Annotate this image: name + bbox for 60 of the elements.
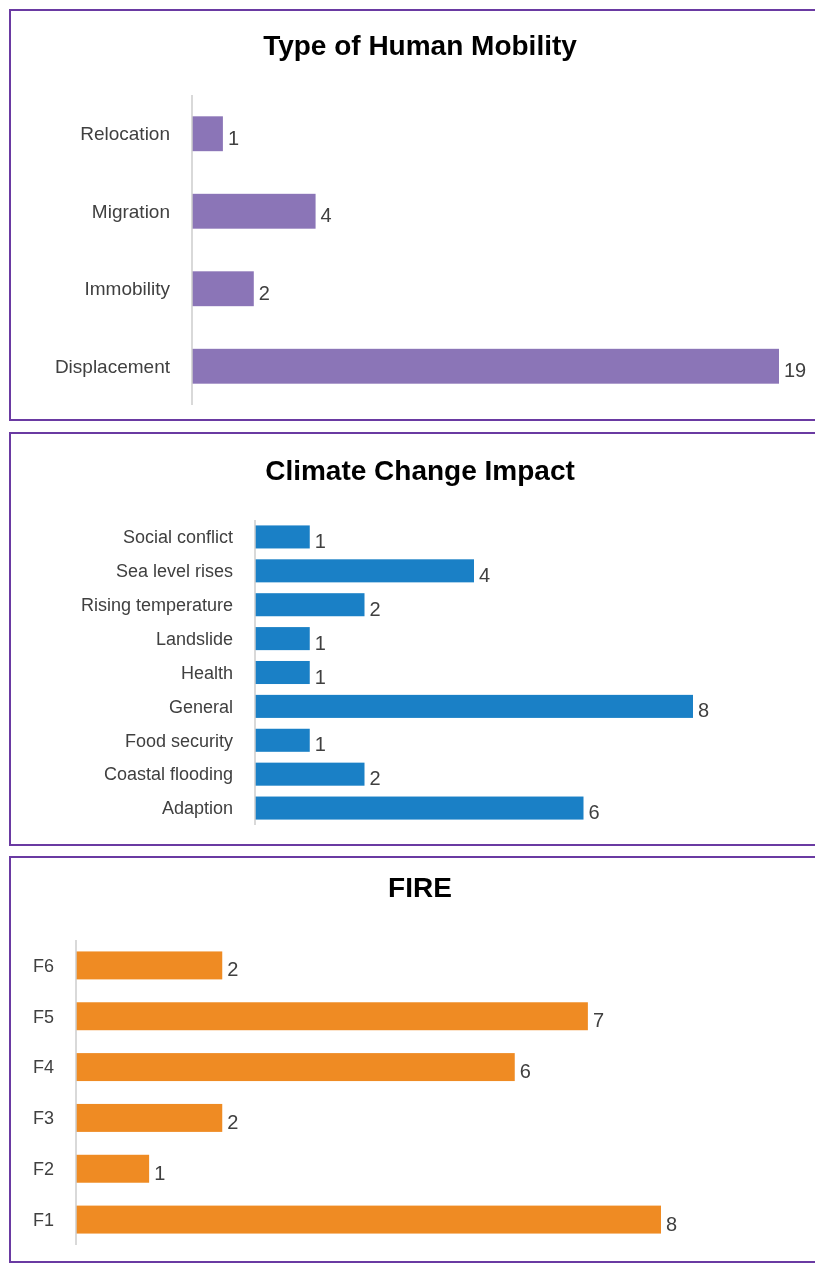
bar (192, 116, 223, 152)
data-label: 8 (698, 699, 710, 722)
bar (192, 193, 316, 229)
y-tick-label: F3 (32, 1108, 54, 1129)
bar (192, 271, 254, 307)
y-tick-label: Sea level rises (115, 561, 233, 582)
chart-title: FIRE (388, 872, 452, 903)
y-tick-label: Migration (91, 200, 170, 222)
data-label: 1 (314, 631, 326, 654)
data-label: 8 (666, 1212, 678, 1235)
y-tick-label: Social conflict (122, 527, 233, 548)
y-tick-label: F4 (32, 1057, 54, 1078)
data-label: 1 (227, 126, 240, 149)
chart-title: Type of Human Mobility (263, 30, 578, 61)
data-label: 1 (314, 665, 326, 688)
y-tick-label: Rising temperature (80, 595, 233, 616)
chart-title: Climate Change Impact (265, 455, 575, 486)
data-label: 2 (258, 281, 270, 304)
bar (255, 525, 310, 549)
bar (192, 348, 779, 384)
y-tick-label: Displacement (54, 355, 171, 377)
data-label: 1 (154, 1161, 166, 1184)
data-label: 19 (784, 359, 807, 382)
data-label: 2 (369, 597, 381, 620)
bar (76, 1002, 588, 1031)
bar (76, 1053, 515, 1082)
bar (255, 660, 310, 685)
data-label: 2 (369, 767, 381, 790)
data-label: 4 (320, 204, 332, 227)
data-label: 6 (519, 1060, 531, 1083)
data-label: 2 (227, 1110, 239, 1133)
bar (76, 1205, 661, 1234)
bar (76, 1103, 223, 1132)
y-tick-label: Health (180, 662, 233, 683)
bar (255, 694, 693, 718)
y-tick-label: Coastal flooding (103, 764, 233, 785)
bar (255, 559, 474, 583)
bar (76, 1154, 150, 1183)
y-tick-label: F5 (32, 1006, 54, 1027)
y-tick-label: F1 (32, 1209, 54, 1230)
bar (255, 627, 310, 651)
y-tick-label: Immobility (84, 278, 171, 300)
bar (255, 593, 365, 617)
data-label: 4 (479, 563, 491, 586)
bar (255, 796, 584, 820)
y-tick-label: Landslide (155, 628, 233, 649)
data-label: 6 (588, 801, 600, 824)
data-label: 2 (227, 958, 239, 981)
data-label: 1 (314, 733, 326, 756)
data-label: 1 (314, 529, 326, 552)
y-tick-label: Relocation (80, 123, 170, 145)
y-tick-label: Food security (124, 730, 233, 751)
bar (255, 728, 310, 752)
y-tick-label: F6 (32, 955, 54, 976)
y-tick-label: General (168, 696, 233, 717)
bar (76, 951, 223, 980)
data-label: 7 (592, 1009, 604, 1032)
y-tick-label: Adaption (161, 798, 233, 819)
bar (255, 762, 365, 786)
y-tick-label: F2 (32, 1159, 54, 1180)
